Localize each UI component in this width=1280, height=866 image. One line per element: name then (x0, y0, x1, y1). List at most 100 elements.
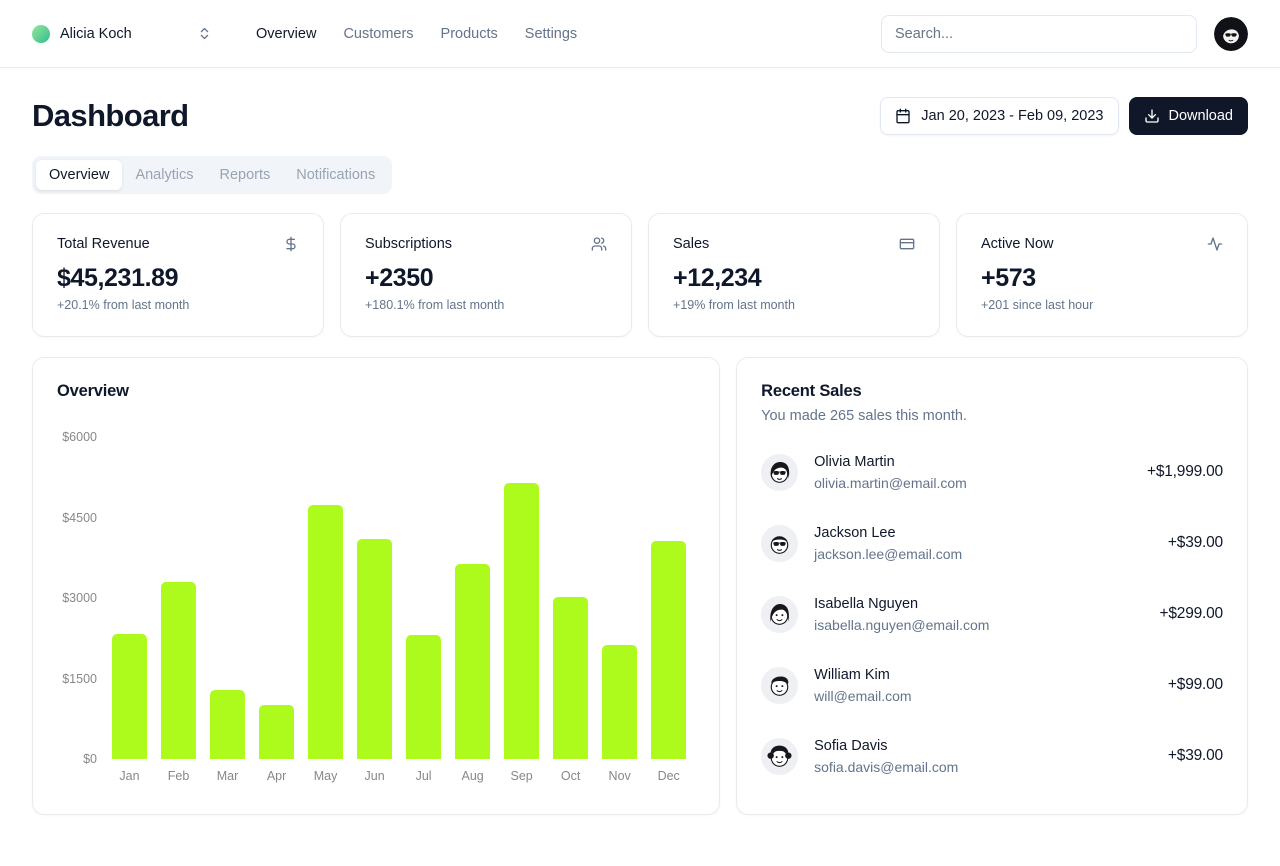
calendar-icon (895, 108, 911, 124)
nav-item-customers[interactable]: Customers (343, 26, 413, 42)
sales-list: Olivia Martin olivia.martin@email.com +$… (761, 453, 1223, 775)
stat-card-sales: Sales +12,234 +19% from last month (648, 213, 940, 337)
nav-item-products[interactable]: Products (441, 26, 498, 42)
stat-card-active-now: Active Now +573 +201 since last hour (956, 213, 1248, 337)
stat-label: Sales (673, 236, 710, 252)
sale-row-william-kim: William Kim will@email.com +$99.00 (761, 666, 1223, 704)
sale-email: sofia.davis@email.com (814, 759, 959, 775)
stat-value: +573 (981, 264, 1036, 292)
stat-label: Subscriptions (365, 236, 453, 252)
chart-bar-jul (406, 635, 442, 759)
y-axis-tick: $1500 (62, 671, 97, 686)
overview-chart-card: Overview $6000 $4500 $3000 $1500 $0 Jan Feb Ma… (32, 357, 721, 815)
x-axis-label-sep: Sep (510, 769, 533, 783)
sale-amount: +$299.00 (1159, 605, 1224, 622)
chart-bar-jun (357, 539, 393, 759)
chart-title: Overview (57, 382, 129, 400)
chart-column-mar: Mar (203, 437, 252, 787)
team-name: Alicia Koch (60, 25, 132, 42)
download-button[interactable]: Download (1128, 97, 1248, 135)
stat-change: +20.1% from last month (57, 298, 190, 312)
chart-bar-jan (112, 634, 147, 759)
chart-column-sep: Sep (497, 437, 546, 787)
team-switcher[interactable]: Alicia Koch (32, 24, 212, 43)
dollar-sign-icon (283, 236, 299, 252)
avatar (761, 524, 799, 562)
search-input[interactable] (881, 14, 1197, 53)
chart-bar-mar (210, 690, 246, 759)
sale-row-jackson-lee: Jackson Lee jackson.lee@email.com +$39.0… (761, 524, 1223, 562)
stat-change: +180.1% from last month (365, 298, 505, 312)
chart-bar-dec (651, 541, 687, 759)
tab-label: Notifications (296, 167, 376, 183)
x-axis-label-jul: Jul (415, 769, 432, 783)
stat-label: Active Now (981, 236, 1054, 252)
header-right (881, 14, 1248, 53)
stat-card-subscriptions: Subscriptions +2350 +180.1% from last mo… (340, 213, 632, 337)
tab-analytics[interactable]: Analytics (122, 160, 206, 190)
y-axis-tick: $4500 (62, 510, 97, 525)
x-axis-label-may: May (313, 769, 338, 783)
sale-row-isabella-nguyen: Isabella Nguyen isabella.nguyen@email.co… (761, 595, 1223, 633)
chart-column-feb: Feb (154, 437, 203, 787)
x-axis-label-mar: Mar (216, 769, 239, 783)
chart-bar-aug (455, 564, 491, 759)
tab-reports[interactable]: Reports (206, 160, 283, 190)
nav-item-label: Customers (343, 25, 414, 42)
chevrons-up-down-icon (197, 26, 212, 41)
chart-column-jan: Jan (105, 437, 154, 787)
date-range-button[interactable]: Jan 20, 2023 - Feb 09, 2023 (880, 97, 1119, 135)
users-icon (591, 236, 607, 252)
stat-value: $45,231.89 (57, 264, 179, 292)
bar-chart: $6000 $4500 $3000 $1500 $0 Jan Feb Mar Apr May Ju… (57, 430, 695, 787)
content-row: Overview $6000 $4500 $3000 $1500 $0 Jan Feb Ma… (32, 357, 1248, 851)
nav-item-label: Overview (256, 25, 317, 42)
chart-bar-may (308, 505, 344, 759)
sale-email: isabella.nguyen@email.com (814, 617, 990, 633)
download-icon (1144, 108, 1160, 124)
tab-label: Overview (49, 167, 110, 183)
chart-column-dec: Dec (644, 437, 693, 787)
sale-row-olivia-martin: Olivia Martin olivia.martin@email.com +$… (761, 453, 1223, 491)
chart-bar-oct (553, 597, 589, 759)
user-avatar-button[interactable] (1214, 16, 1248, 51)
nav-item-label: Products (440, 25, 498, 42)
chart-bars: Jan Feb Mar Apr May Jun Jul Aug Sep Oct Nov Dec (103, 437, 695, 787)
sale-name: Isabella Nguyen (814, 596, 919, 612)
dashboard-page: Dashboard Jan 20, 2023 - Feb 09, 2023 Do… (0, 68, 1280, 851)
sale-name: Jackson Lee (814, 525, 896, 541)
nav-item-overview[interactable]: Overview (256, 26, 316, 42)
stat-value: +2350 (365, 264, 434, 292)
x-axis-label-oct: Oct (560, 769, 581, 783)
chart-bar-nov (602, 645, 638, 759)
sale-row-sofia-davis: Sofia Davis sofia.davis@email.com +$39.0… (761, 737, 1223, 775)
x-axis-label-feb: Feb (167, 769, 190, 783)
sale-amount: +$1,999.00 (1146, 463, 1223, 480)
main-nav: Overview Customers Products Settings (256, 26, 577, 42)
stat-label: Total Revenue (57, 236, 150, 252)
sale-amount: +$99.00 (1167, 676, 1223, 693)
sale-name: Olivia Martin (814, 454, 895, 470)
chart-column-may: May (301, 437, 350, 787)
chart-column-aug: Aug (448, 437, 497, 787)
user-avatar (1214, 16, 1248, 51)
x-axis-label-apr: Apr (266, 769, 287, 783)
tab-overview[interactable]: Overview (36, 160, 123, 190)
tab-label: Analytics (135, 167, 194, 183)
avatar (761, 595, 799, 633)
avatar (761, 737, 799, 775)
recent-sales-subtitle: You made 265 sales this month. (761, 408, 967, 424)
chart-y-axis: $6000 $4500 $3000 $1500 $0 (57, 430, 103, 787)
stats-grid: Total Revenue $45,231.89 +20.1% from las… (32, 213, 1248, 337)
y-axis-tick: $0 (83, 752, 97, 766)
credit-card-icon (899, 236, 915, 252)
tab-notifications[interactable]: Notifications (283, 160, 388, 190)
sale-email: will@email.com (814, 688, 912, 704)
chart-bar-apr (259, 705, 295, 759)
stat-change: +201 since last hour (981, 298, 1094, 312)
sale-amount: +$39.00 (1167, 534, 1223, 551)
chart-bar-sep (504, 483, 540, 759)
recent-sales-card: Recent Sales You made 265 sales this mon… (736, 357, 1248, 815)
sale-email: olivia.martin@email.com (814, 475, 967, 491)
nav-item-settings[interactable]: Settings (525, 26, 577, 42)
